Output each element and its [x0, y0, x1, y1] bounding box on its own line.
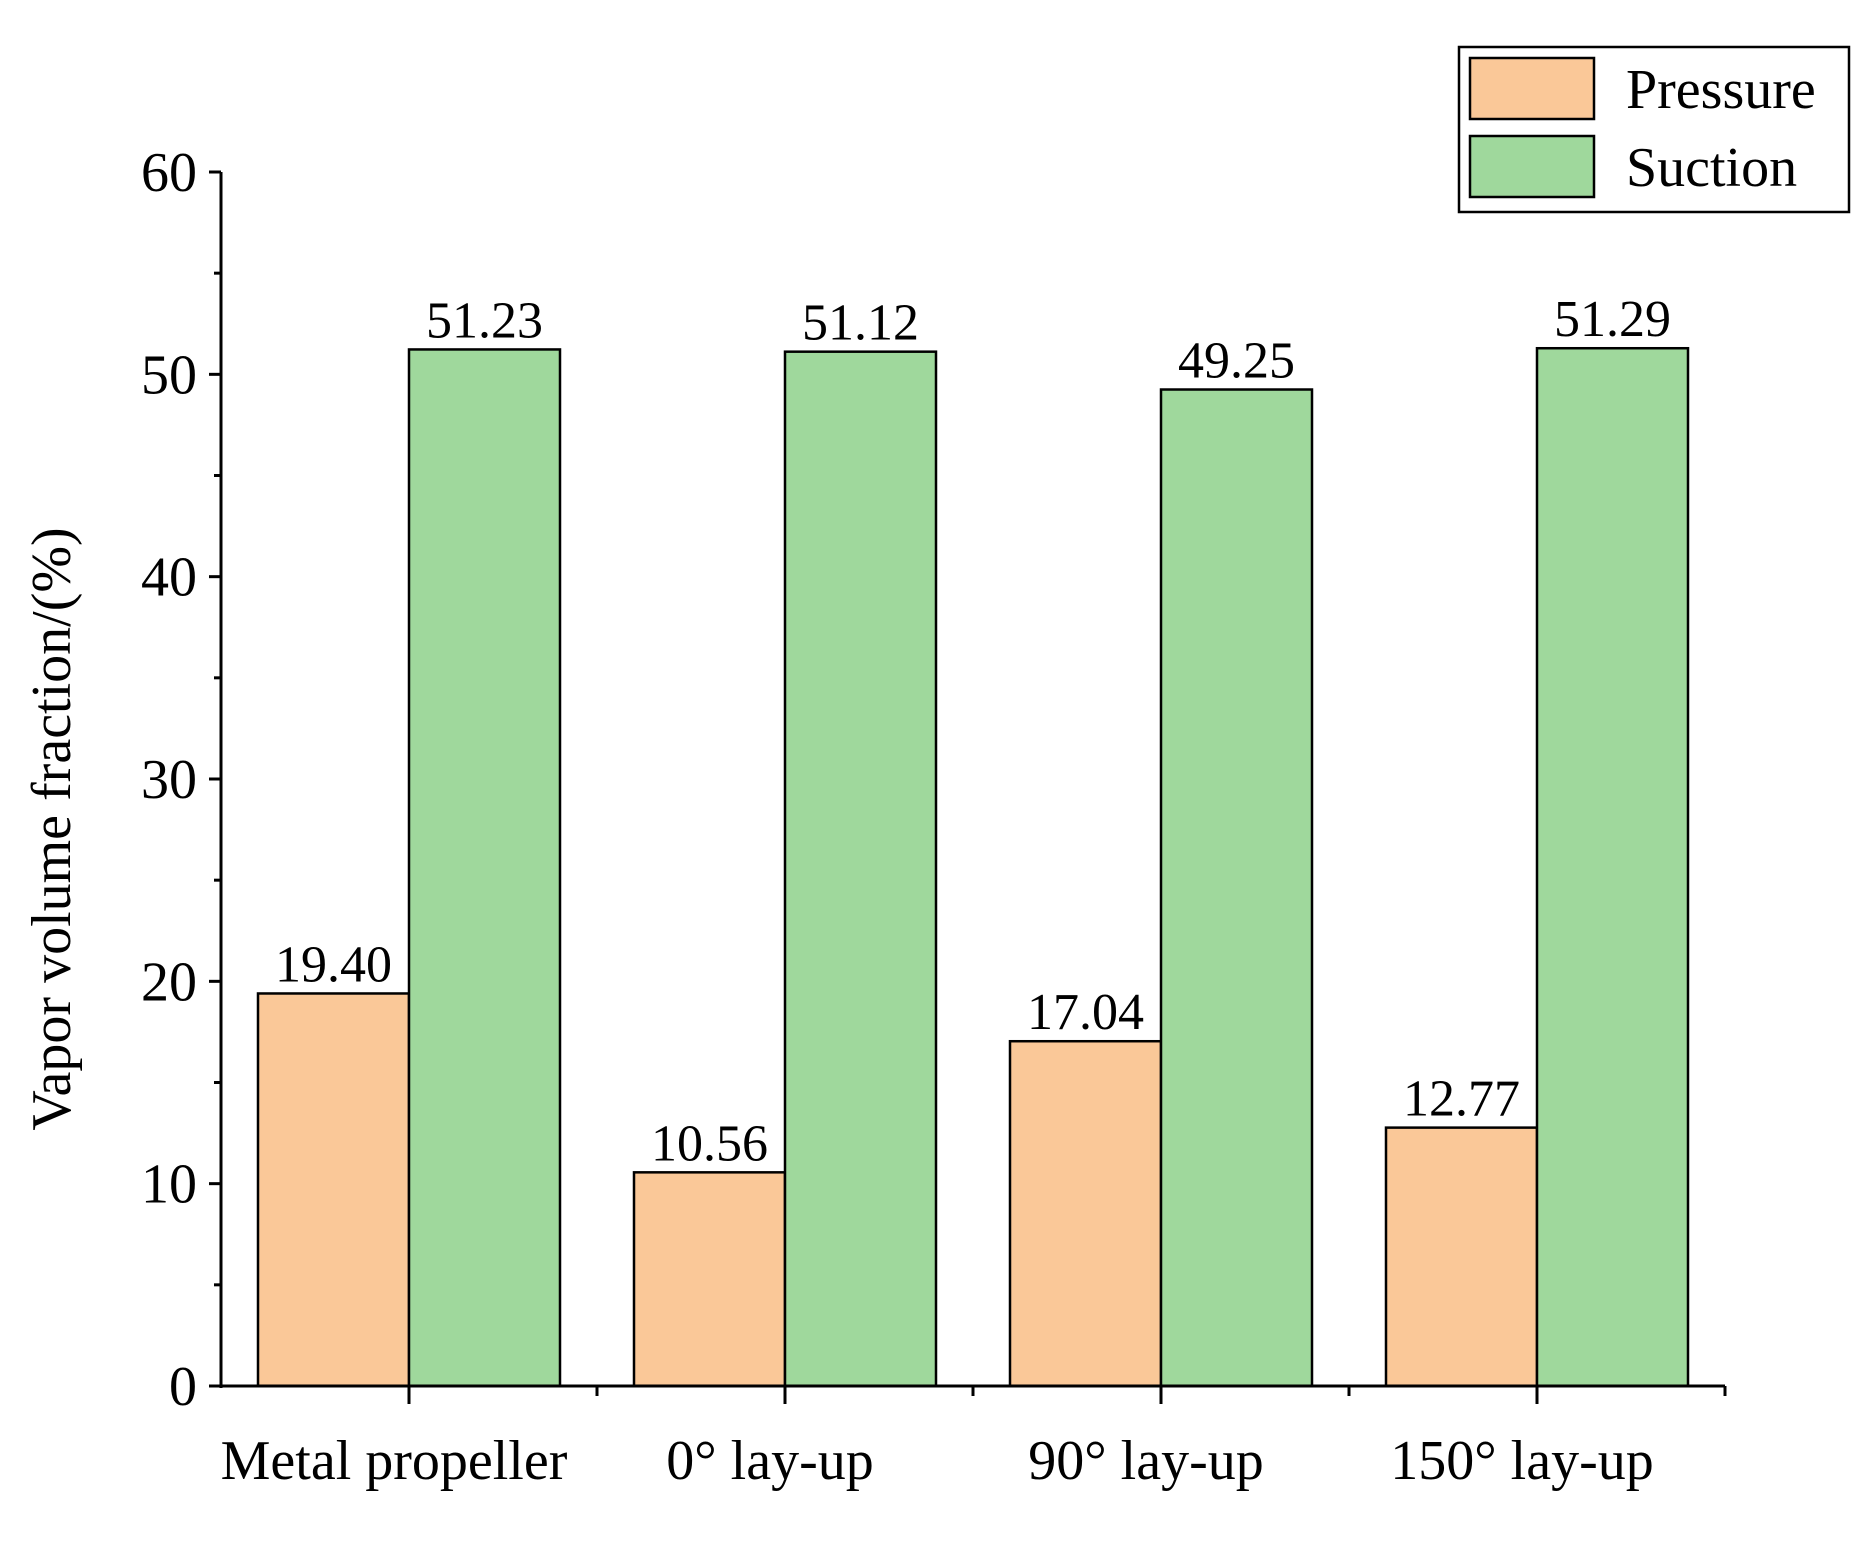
y-tick-label-0: 0	[169, 1356, 197, 1418]
y-tick-label-10: 10	[141, 1154, 197, 1216]
y-tick-label-20: 20	[141, 951, 197, 1013]
legend-swatch-suction	[1468, 134, 1596, 199]
data-label-suction-90deg-lay-up: 49.25	[1178, 333, 1295, 390]
y-axis-title: Vapor volume fraction/(%)	[21, 527, 83, 1130]
bar-suction-90deg-lay-up	[1159, 388, 1314, 1388]
bar-pressure-150deg-lay-up	[1384, 1126, 1539, 1388]
x-tick-label-150deg-lay-up: 150° lay-up	[1390, 1430, 1653, 1492]
bar-pressure-90deg-lay-up	[1008, 1039, 1163, 1388]
bar-suction-0deg-lay-up	[783, 350, 938, 1388]
x-tick-label-metal-propeller: Metal propeller	[221, 1430, 568, 1492]
data-label-pressure-90deg-lay-up: 17.04	[1027, 984, 1144, 1041]
bar-suction-150deg-lay-up	[1535, 346, 1690, 1388]
data-label-suction-metal-propeller: 51.23	[426, 292, 543, 349]
x-tick-label-0deg-lay-up: 0° lay-up	[666, 1430, 873, 1492]
legend-label-suction: Suction	[1626, 137, 1797, 199]
x-tick-label-90deg-lay-up: 90° lay-up	[1028, 1430, 1263, 1492]
y-tick-label-30: 30	[141, 749, 197, 811]
y-tick-label-50: 50	[141, 344, 197, 406]
y-tick-label-40: 40	[141, 547, 197, 609]
data-label-suction-0deg-lay-up: 51.12	[802, 295, 919, 352]
legend-label-pressure: Pressure	[1626, 59, 1816, 121]
data-label-pressure-0deg-lay-up: 10.56	[651, 1115, 768, 1172]
data-label-pressure-metal-propeller: 19.40	[275, 936, 392, 993]
bar-pressure-metal-propeller	[256, 992, 411, 1388]
bar-suction-metal-propeller	[407, 348, 562, 1388]
bar-pressure-0deg-lay-up	[632, 1171, 787, 1388]
legend-swatch-pressure	[1468, 56, 1596, 121]
data-label-pressure-150deg-lay-up: 12.77	[1403, 1071, 1520, 1128]
y-tick-label-60: 60	[141, 142, 197, 204]
data-label-suction-150deg-lay-up: 51.29	[1554, 291, 1671, 348]
